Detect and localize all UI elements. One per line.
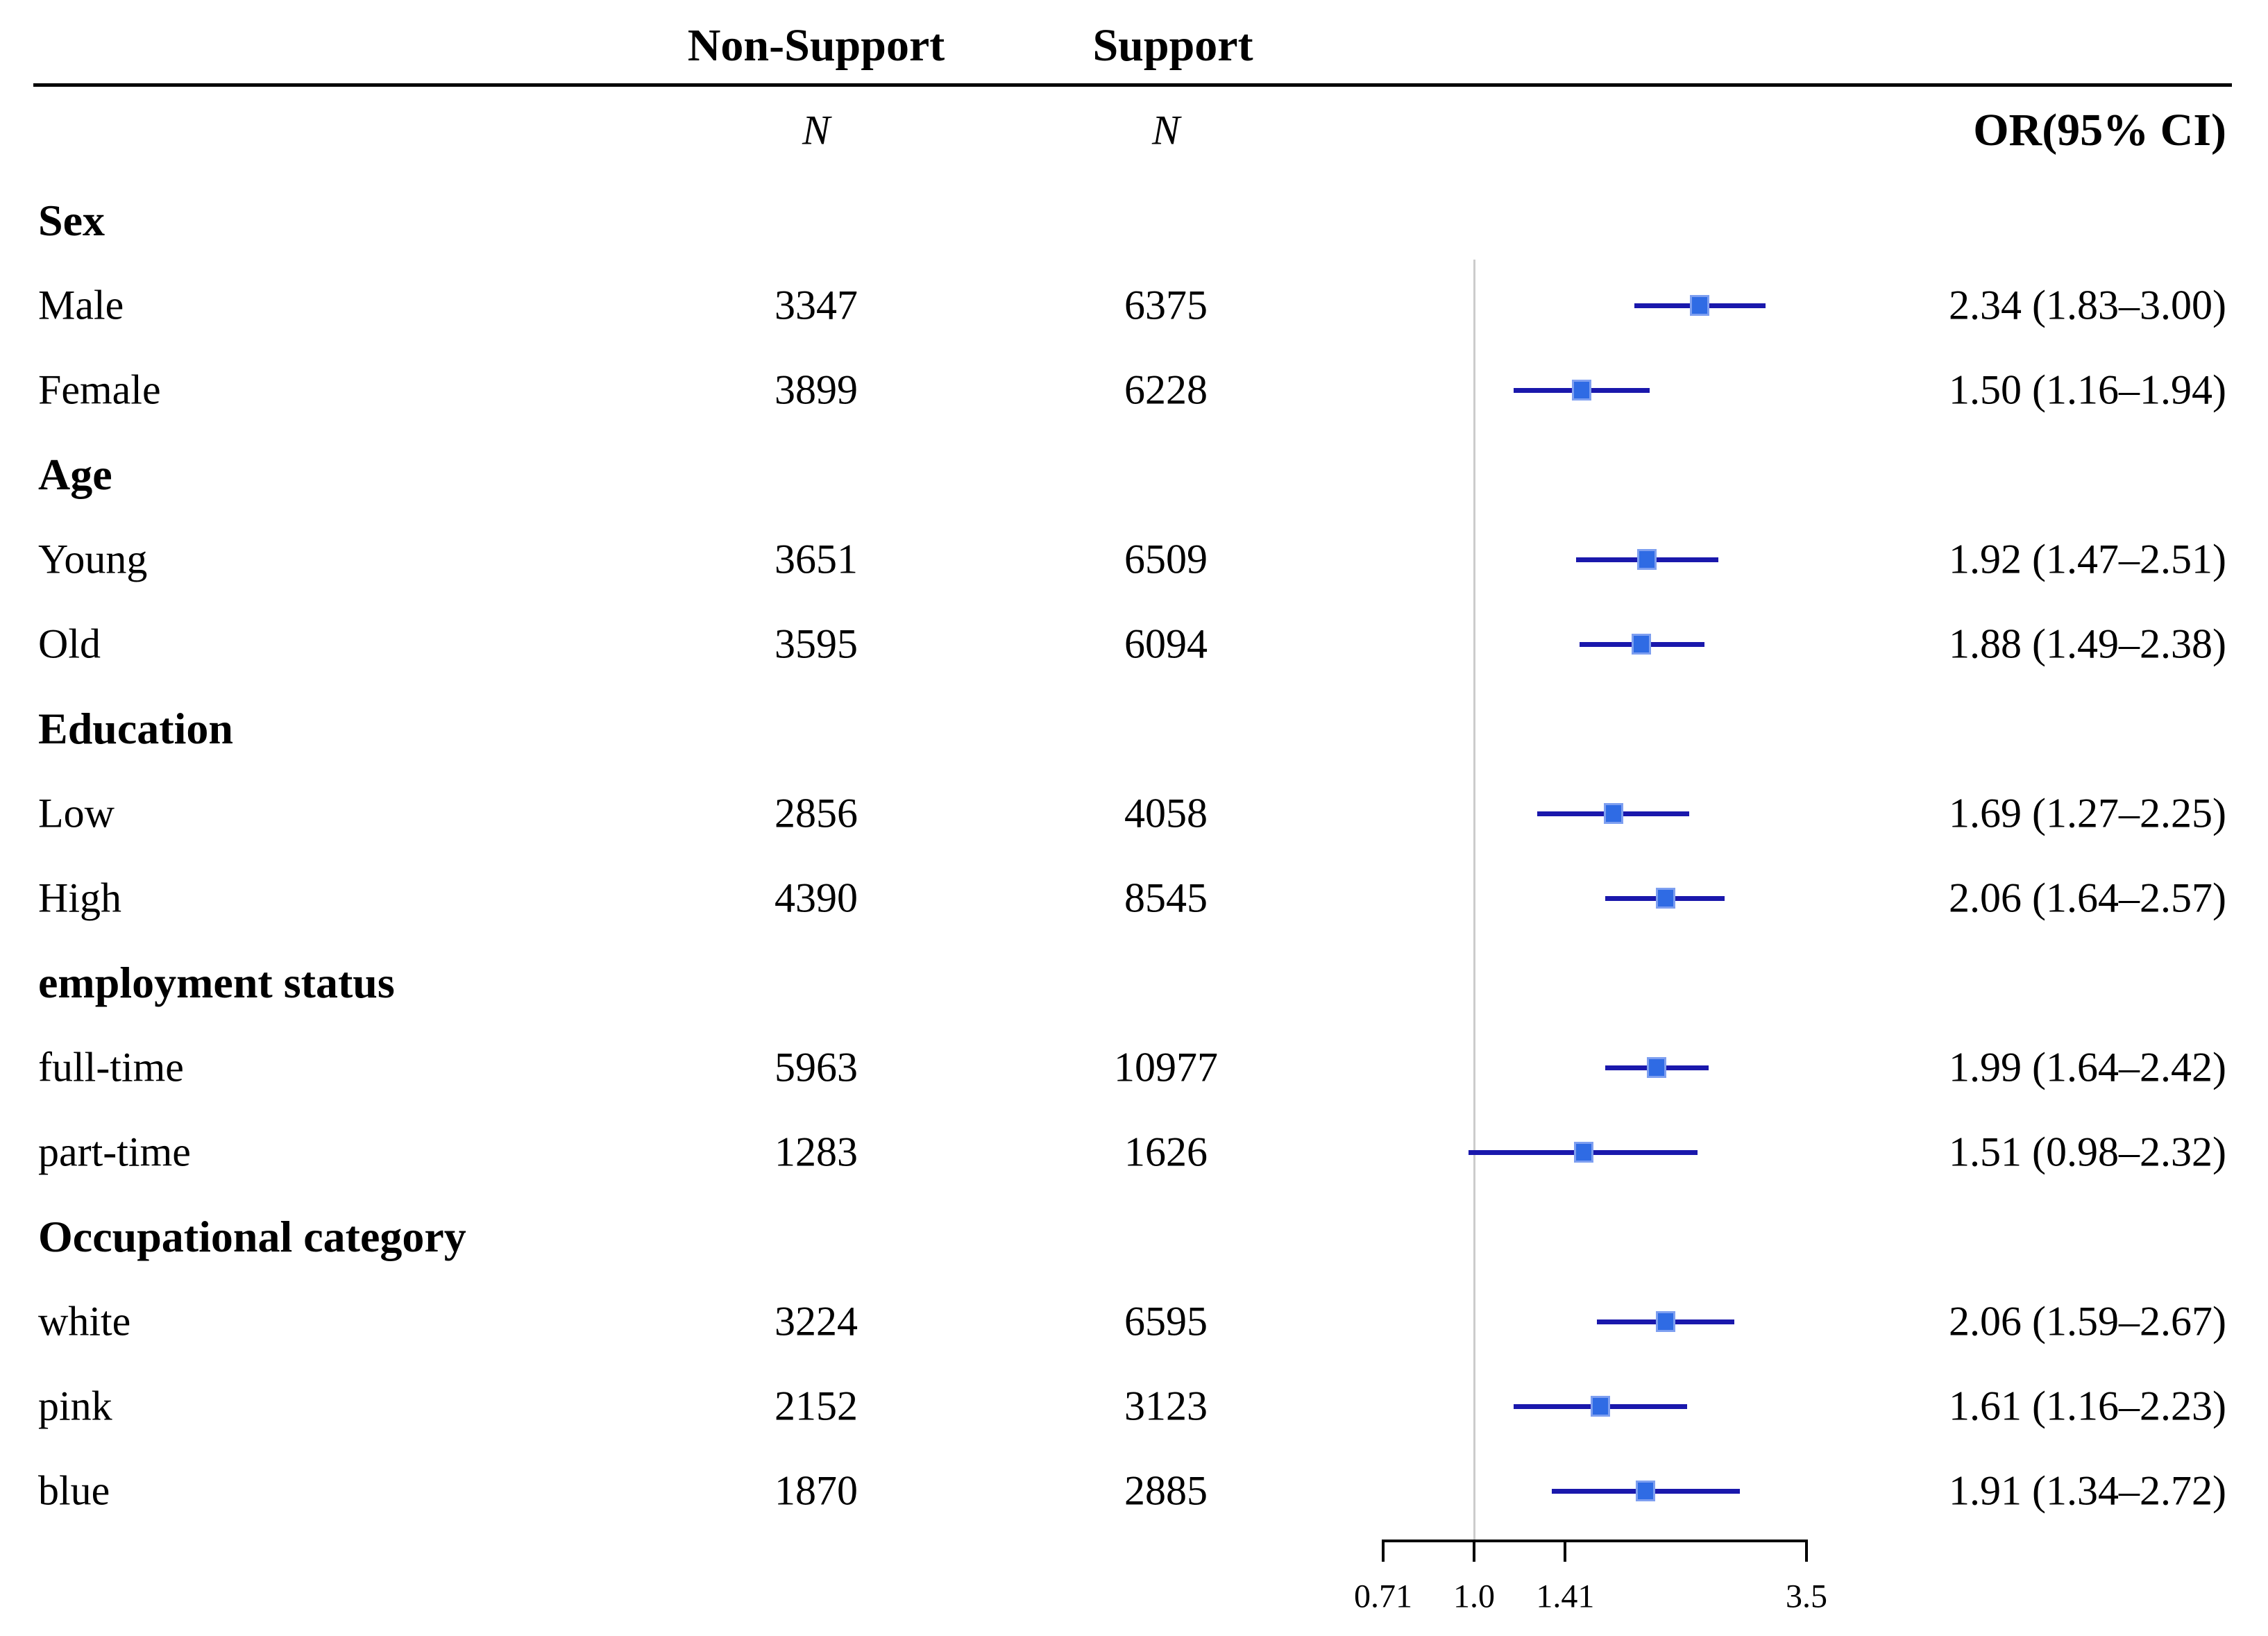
section-header: Sex — [38, 196, 105, 245]
support-n-value: 3123 — [1124, 1383, 1208, 1429]
or-point-marker — [1636, 1481, 1656, 1501]
or-ci-value: 1.88 (1.49–2.38) — [1949, 621, 2226, 667]
row-label: white — [38, 1298, 131, 1344]
x-axis-line — [1383, 1540, 1806, 1542]
or-point-marker — [1572, 380, 1591, 400]
or-point-marker — [1647, 1057, 1667, 1078]
axis-tick-label: 0.71 — [1354, 1578, 1413, 1615]
section-header: Occupational category — [38, 1212, 466, 1261]
support-n-value: 8545 — [1124, 875, 1208, 921]
column-header-support: Support — [1092, 20, 1253, 71]
non-support-n-value: 3347 — [775, 282, 858, 328]
n-column-header-non-support: N — [802, 107, 831, 153]
row-label: blue — [38, 1467, 110, 1514]
non-support-n-value: 3595 — [775, 621, 858, 667]
support-n-value: 6509 — [1124, 536, 1208, 582]
or-ci-value: 1.50 (1.16–1.94) — [1949, 366, 2226, 413]
support-n-value: 6595 — [1124, 1298, 1208, 1344]
axis-tick — [1804, 1540, 1808, 1562]
or-point-marker — [1632, 634, 1652, 655]
row-label: Old — [38, 621, 101, 667]
axis-tick — [1564, 1540, 1567, 1562]
non-support-n-value: 4390 — [775, 875, 858, 921]
column-header-non-support: Non-Support — [687, 20, 945, 71]
non-support-n-value: 3224 — [775, 1298, 858, 1344]
support-n-value: 2885 — [1124, 1467, 1208, 1514]
or-point-marker — [1603, 803, 1623, 824]
or-ci-value: 2.06 (1.59–2.67) — [1949, 1298, 2226, 1344]
row-label: Female — [38, 366, 161, 413]
or-ci-value: 1.99 (1.64–2.42) — [1949, 1044, 2226, 1090]
or-ci-value: 2.06 (1.64–2.57) — [1949, 875, 2226, 921]
row-label: part-time — [38, 1129, 191, 1175]
or-ci-value: 1.69 (1.27–2.25) — [1949, 790, 2226, 836]
support-n-value: 1626 — [1124, 1129, 1208, 1175]
header-rule — [33, 83, 2232, 87]
non-support-n-value: 1283 — [775, 1129, 858, 1175]
or-ci-value: 2.34 (1.83–3.00) — [1949, 282, 2226, 328]
section-header: employment status — [38, 958, 395, 1007]
row-label: High — [38, 875, 121, 921]
axis-tick-label: 1.0 — [1453, 1578, 1495, 1615]
or-point-marker — [1573, 1142, 1593, 1163]
support-n-value: 4058 — [1124, 790, 1208, 836]
axis-tick-label: 3.5 — [1785, 1578, 1827, 1615]
row-label: full-time — [38, 1044, 184, 1090]
support-n-value: 6375 — [1124, 282, 1208, 328]
row-label: pink — [38, 1383, 112, 1429]
axis-tick — [1473, 1540, 1475, 1562]
section-header: Age — [38, 450, 112, 499]
axis-tick — [1382, 1540, 1385, 1562]
non-support-n-value: 1870 — [775, 1467, 858, 1514]
non-support-n-value: 3651 — [775, 536, 858, 582]
null-reference-line — [1473, 260, 1475, 1540]
row-label: Low — [38, 790, 115, 836]
support-n-value: 6094 — [1124, 621, 1208, 667]
section-header: Education — [38, 704, 233, 753]
row-label: Male — [38, 282, 124, 328]
or-ci-value: 1.91 (1.34–2.72) — [1949, 1467, 2226, 1514]
non-support-n-value: 3899 — [775, 366, 858, 413]
support-n-value: 6228 — [1124, 366, 1208, 413]
n-column-header-support: N — [1151, 107, 1180, 153]
support-n-value: 10977 — [1114, 1044, 1218, 1090]
or-point-marker — [1591, 1396, 1611, 1417]
or-point-marker — [1637, 549, 1657, 570]
row-label: Young — [38, 536, 148, 582]
non-support-n-value: 5963 — [775, 1044, 858, 1090]
non-support-n-value: 2152 — [775, 1383, 858, 1429]
or-point-marker — [1656, 888, 1676, 909]
axis-tick-label: 1.41 — [1536, 1578, 1595, 1615]
or-column-header: OR(95% CI) — [1973, 105, 2226, 155]
or-ci-value: 1.61 (1.16–2.23) — [1949, 1383, 2226, 1429]
or-point-marker — [1656, 1311, 1676, 1332]
non-support-n-value: 2856 — [775, 790, 858, 836]
or-ci-value: 1.51 (0.98–2.32) — [1949, 1129, 2226, 1175]
or-ci-value: 1.92 (1.47–2.51) — [1949, 536, 2226, 582]
or-point-marker — [1690, 295, 1710, 316]
